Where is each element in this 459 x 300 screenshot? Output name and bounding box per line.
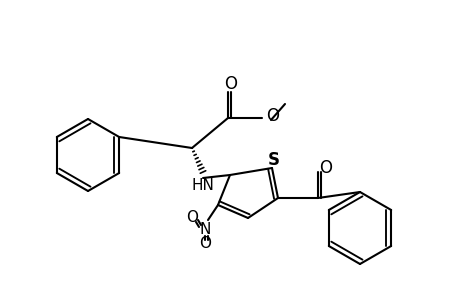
Text: N: N [199, 223, 210, 238]
Text: O: O [265, 107, 279, 125]
Text: S: S [268, 151, 280, 169]
Text: O: O [319, 159, 332, 177]
Text: O: O [224, 75, 237, 93]
Text: O: O [185, 211, 197, 226]
Text: O: O [199, 236, 211, 251]
Text: HN: HN [191, 178, 214, 193]
